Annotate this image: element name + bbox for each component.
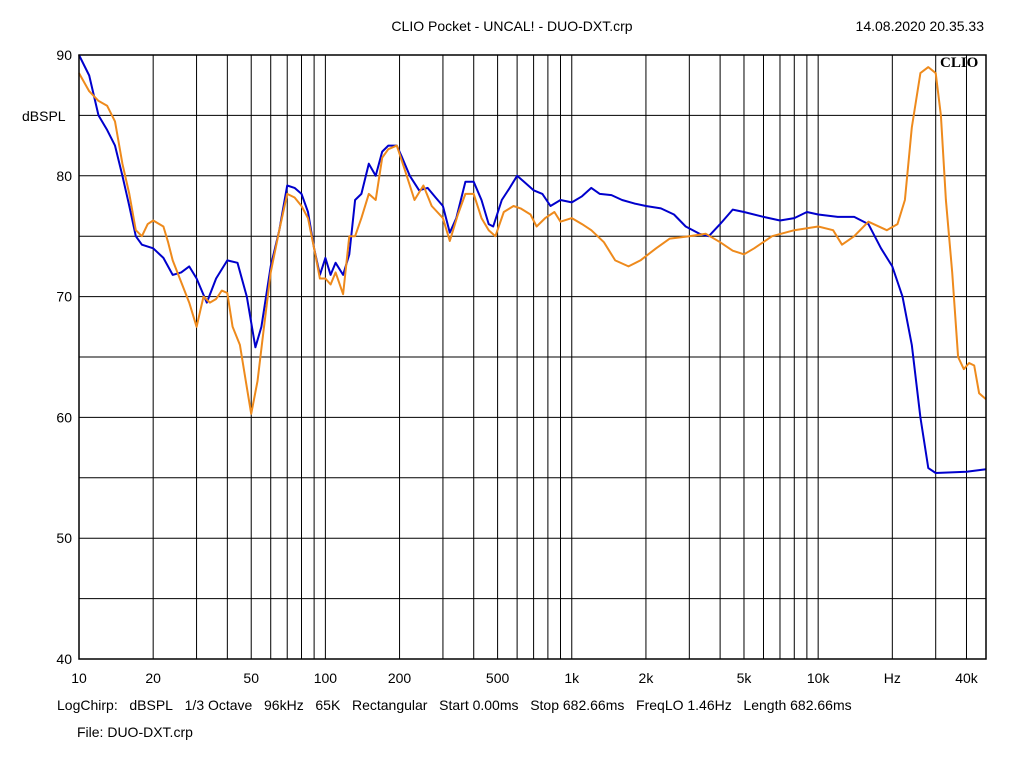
- y-tick-label: 60: [56, 409, 72, 425]
- y-tick-label: 50: [56, 530, 72, 546]
- setting-mode: LogChirp:: [57, 697, 118, 713]
- x-tick-label: 10k: [807, 670, 831, 686]
- y-tick-label: 70: [56, 289, 72, 305]
- setting-smoothing: 1/3 Octave: [184, 697, 253, 713]
- setting-stop: Stop 682.66ms: [530, 697, 625, 713]
- measurement-settings: LogChirp: dBSPL 1/3 Octave 96kHz 65K Rec…: [57, 697, 852, 713]
- series-line-1: [78, 54, 987, 474]
- plot-frame: [78, 54, 987, 660]
- setting-unit: dBSPL: [129, 697, 173, 713]
- chart-title: CLIO Pocket - UNCAL! - DUO-DXT.crp: [391, 18, 633, 34]
- setting-size: 65K: [315, 697, 341, 713]
- x-tick-label: 40k: [955, 670, 979, 686]
- setting-window: Rectangular: [351, 697, 428, 713]
- x-tick-label: 2k: [639, 670, 655, 686]
- x-tick-label: 10: [71, 670, 87, 686]
- x-tick-label: 100: [314, 670, 338, 686]
- series-layer: [78, 54, 987, 474]
- y-tick-label: 90: [56, 47, 72, 63]
- x-tick-label: 500: [486, 670, 510, 686]
- y-tick-labels: 90 80 70 60 50 40: [56, 47, 72, 667]
- x-tick-label: 1k: [564, 670, 580, 686]
- y-tick-label: 80: [56, 168, 72, 184]
- y-axis-label: dBSPL: [22, 108, 66, 124]
- x-tick-label: Hz: [884, 670, 901, 686]
- clio-logo: CLIO: [940, 55, 978, 71]
- timestamp: 14.08.2020 20.35.33: [855, 18, 984, 34]
- setting-freqlo: FreqLO 1.46Hz: [636, 697, 732, 713]
- x-tick-label: 200: [388, 670, 412, 686]
- x-tick-label: 50: [243, 670, 259, 686]
- x-tick-label: 20: [145, 670, 161, 686]
- setting-samplerate: 96kHz: [264, 697, 304, 713]
- x-tick-labels: 10 20 50 100 200 500 1k 2k 5k 10k Hz 40k: [71, 670, 979, 686]
- x-tick-label: 5k: [737, 670, 753, 686]
- setting-length: Length 682.66ms: [743, 697, 852, 713]
- y-tick-label: 40: [56, 651, 72, 667]
- series-line-2: [78, 66, 987, 415]
- grid: [79, 55, 986, 659]
- setting-start: Start 0.00ms: [439, 697, 519, 713]
- file-name: File: DUO-DXT.crp: [77, 724, 193, 740]
